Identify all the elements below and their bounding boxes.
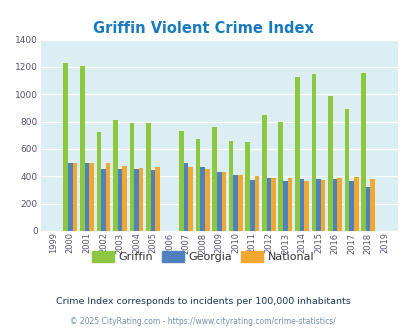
Bar xyxy=(294,77,299,231)
Bar xyxy=(129,123,134,231)
Bar xyxy=(245,143,249,231)
Bar xyxy=(188,167,193,231)
Bar xyxy=(183,163,188,231)
Bar xyxy=(337,178,341,231)
Bar xyxy=(237,175,242,231)
Bar xyxy=(287,178,292,231)
Bar xyxy=(96,132,101,231)
Bar xyxy=(221,172,226,231)
Bar xyxy=(89,163,94,231)
Bar xyxy=(278,122,282,231)
Bar xyxy=(122,166,127,231)
Bar xyxy=(327,96,332,231)
Bar xyxy=(80,66,84,231)
Bar xyxy=(68,163,72,231)
Bar xyxy=(113,120,117,231)
Bar xyxy=(212,127,216,231)
Bar xyxy=(200,167,205,231)
Bar xyxy=(84,163,89,231)
Bar xyxy=(63,63,68,231)
Bar xyxy=(315,179,320,231)
Bar xyxy=(233,175,237,231)
Text: Crime Index corresponds to incidents per 100,000 inhabitants: Crime Index corresponds to incidents per… xyxy=(55,297,350,307)
Bar xyxy=(348,181,353,231)
Bar xyxy=(271,178,275,231)
Bar xyxy=(134,170,139,231)
Bar xyxy=(332,179,337,231)
Bar xyxy=(353,177,358,231)
Bar xyxy=(205,169,209,231)
Bar xyxy=(195,139,200,231)
Bar xyxy=(266,178,271,231)
Bar xyxy=(117,169,122,231)
Bar xyxy=(72,163,77,231)
Bar xyxy=(139,168,143,231)
Bar xyxy=(311,74,315,231)
Bar xyxy=(320,180,325,231)
Bar xyxy=(179,131,183,231)
Bar xyxy=(101,169,106,231)
Bar xyxy=(360,73,365,231)
Bar xyxy=(249,180,254,231)
Bar xyxy=(344,109,348,231)
Bar xyxy=(282,181,287,231)
Bar xyxy=(155,167,160,231)
Bar xyxy=(303,181,308,231)
Bar xyxy=(146,123,150,231)
Legend: Griffin, Georgia, National: Griffin, Georgia, National xyxy=(87,247,318,267)
Bar xyxy=(228,142,233,231)
Bar xyxy=(106,163,110,231)
Bar xyxy=(299,179,303,231)
Bar xyxy=(216,173,221,231)
Bar xyxy=(365,187,369,231)
Text: Griffin Violent Crime Index: Griffin Violent Crime Index xyxy=(92,21,313,36)
Bar xyxy=(261,115,266,231)
Bar xyxy=(150,170,155,231)
Bar xyxy=(369,179,374,231)
Text: © 2025 CityRating.com - https://www.cityrating.com/crime-statistics/: © 2025 CityRating.com - https://www.city… xyxy=(70,317,335,326)
Bar xyxy=(254,176,259,231)
